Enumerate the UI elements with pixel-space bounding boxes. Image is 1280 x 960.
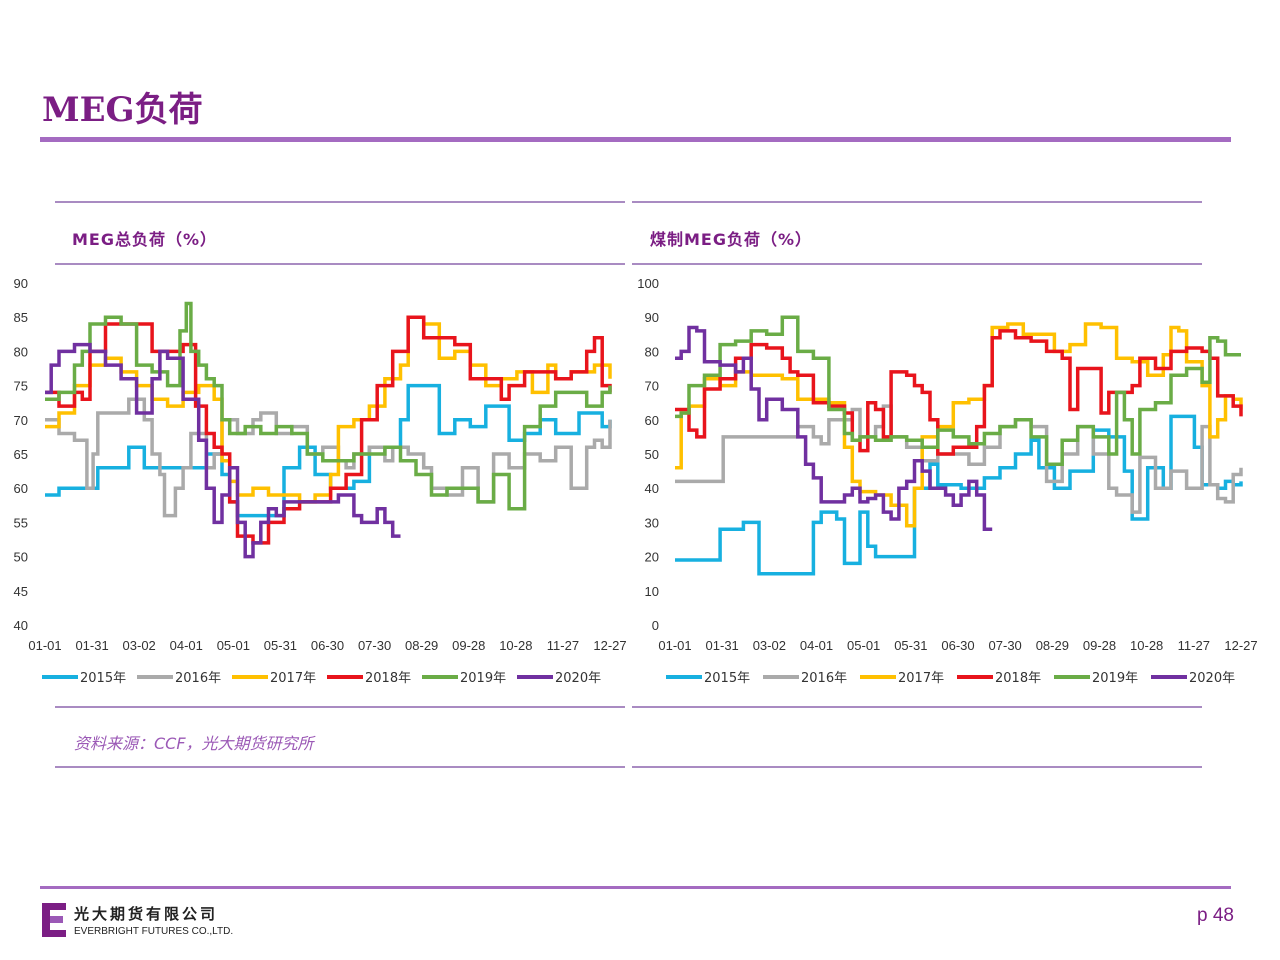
legend-label: 2020年 (555, 671, 601, 686)
x-tick-label: 07-30 (989, 638, 1022, 653)
series-line (675, 329, 1243, 456)
page-number: p 48 (1197, 905, 1234, 926)
company-logo-icon (42, 903, 66, 937)
title-rule (40, 137, 1231, 142)
series-line (675, 414, 1243, 576)
legend-label: 2020年 (1189, 671, 1235, 686)
y-tick-label: 10 (645, 584, 659, 599)
x-tick-label: 01-31 (706, 638, 739, 653)
legend-label: 2018年 (995, 671, 1041, 686)
legend-label: 2017年 (898, 671, 944, 686)
x-tick-label: 01-31 (75, 638, 108, 653)
y-tick-label: 65 (14, 447, 28, 462)
y-tick-label: 45 (14, 584, 28, 599)
right-source-rule (632, 766, 1202, 768)
series-line (45, 301, 612, 511)
x-tick-label: 07-30 (358, 638, 391, 653)
x-tick-label: 01-01 (28, 638, 61, 653)
legend-label: 2018年 (365, 671, 411, 686)
right-bottom-rule (632, 706, 1202, 708)
legend-label: 2015年 (80, 671, 126, 686)
y-tick-label: 30 (645, 515, 659, 530)
y-tick-label: 60 (14, 481, 28, 496)
y-tick-label: 90 (14, 276, 28, 291)
legend-label: 2016年 (175, 671, 221, 686)
page-title: MEG负荷 (42, 90, 203, 130)
left-chart-title: MEG总负荷（%） (72, 230, 218, 249)
x-tick-label: 12-27 (593, 638, 626, 653)
x-tick-label: 10-28 (1130, 638, 1163, 653)
x-tick-label: 05-31 (264, 638, 297, 653)
series-line (675, 315, 1241, 467)
legend-label: 2016年 (801, 671, 847, 686)
y-tick-label: 100 (637, 276, 659, 291)
footer-rule (40, 886, 1231, 889)
series-line (45, 342, 401, 559)
series-line (675, 404, 1243, 514)
legend-label: 2015年 (704, 671, 750, 686)
series-line (675, 322, 1243, 528)
right-chart: 0 10 20 30 40 50 60 70 80 90 100 01-01 01-31 03-02 04-… (637, 276, 1257, 686)
left-chart: 40 45 50 55 60 65 70 75 80 85 90 01-01 01-31 03-02 04-… (14, 276, 627, 686)
company-name-en: EVERBRIGHT FUTURES CO.,LTD. (74, 926, 234, 937)
y-tick-label: 40 (645, 481, 659, 496)
left-top-rule (55, 201, 625, 203)
left-title-rule (55, 263, 625, 265)
x-tick-label: 04-01 (170, 638, 203, 653)
right-chart-title: 煤制MEG负荷（%） (650, 230, 813, 249)
y-tick-label: 85 (14, 310, 28, 325)
y-tick-label: 50 (14, 550, 28, 565)
x-tick-label: 08-29 (1036, 638, 1069, 653)
y-tick-label: 80 (645, 344, 659, 359)
left-bottom-rule (55, 706, 625, 708)
x-tick-label: 03-02 (753, 638, 786, 653)
x-tick-label: 01-01 (658, 638, 691, 653)
left-source-rule (55, 766, 625, 768)
y-tick-label: 90 (645, 310, 659, 325)
legend-label: 2017年 (270, 671, 316, 686)
legend-label: 2019年 (460, 671, 506, 686)
x-tick-label: 10-28 (499, 638, 532, 653)
x-tick-label: 06-30 (311, 638, 344, 653)
legend-label: 2019年 (1092, 671, 1138, 686)
x-tick-label: 03-02 (123, 638, 156, 653)
y-tick-label: 60 (645, 413, 659, 428)
y-tick-label: 80 (14, 344, 28, 359)
right-top-rule (632, 201, 1202, 203)
y-tick-label: 70 (645, 379, 659, 394)
x-tick-label: 05-01 (847, 638, 880, 653)
y-tick-label: 75 (14, 379, 28, 394)
x-tick-label: 09-28 (1083, 638, 1116, 653)
x-tick-label: 05-31 (894, 638, 927, 653)
company-name-cn: 光大期货有限公司 (74, 905, 219, 923)
y-tick-label: 55 (14, 515, 28, 530)
x-tick-label: 11-27 (1178, 638, 1210, 653)
x-tick-label: 04-01 (800, 638, 833, 653)
x-tick-label: 06-30 (941, 638, 974, 653)
x-tick-label: 05-01 (217, 638, 250, 653)
series-line (675, 325, 993, 531)
y-tick-label: 0 (652, 618, 659, 633)
y-tick-label: 50 (645, 447, 659, 462)
x-tick-label: 09-28 (452, 638, 485, 653)
x-tick-label: 08-29 (405, 638, 438, 653)
right-title-rule (632, 263, 1202, 265)
x-tick-label: 11-27 (547, 638, 579, 653)
x-tick-label: 12-27 (1224, 638, 1257, 653)
y-tick-label: 40 (14, 618, 28, 633)
y-tick-label: 70 (14, 413, 28, 428)
y-tick-label: 20 (645, 550, 659, 565)
source-note: 资料来源：CCF，光大期货研究所 (74, 734, 314, 753)
